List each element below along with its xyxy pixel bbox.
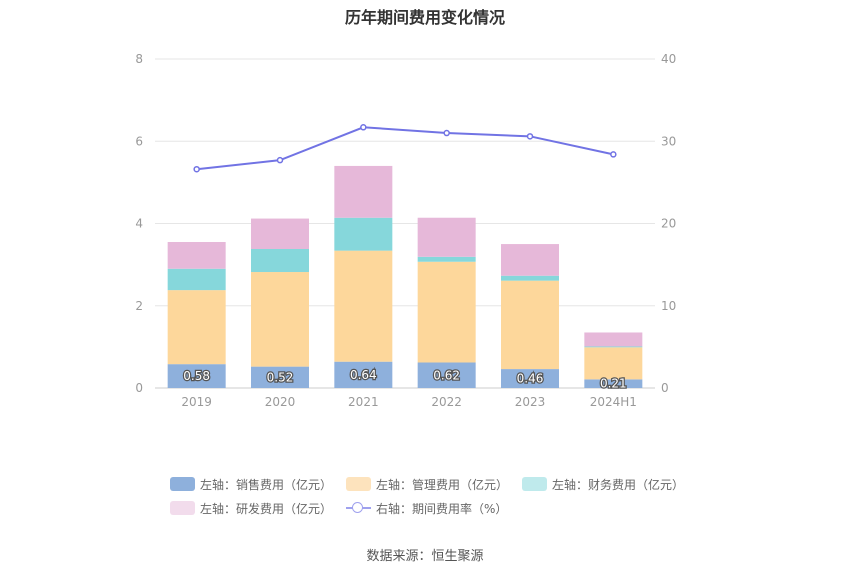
bar-mgmt <box>584 347 643 380</box>
legend-row-2: 左轴：研发费用（亿元） 右轴：期间费用率（%） <box>170 496 730 520</box>
data-label-sales: 0.64 <box>350 368 377 382</box>
bar-mgmt <box>167 290 226 365</box>
bar-rnd <box>167 242 226 269</box>
data-label-sales: 0.46 <box>517 372 544 386</box>
legend-item-mgmt[interactable]: 左轴：管理费用（亿元） <box>346 476 508 493</box>
legend-item-sales[interactable]: 左轴：销售费用（亿元） <box>170 476 332 493</box>
bar-rnd <box>251 218 309 249</box>
point-expense-rate <box>193 165 200 173</box>
bar-rnd <box>501 244 559 276</box>
legend-label-rnd: 左轴：研发费用（亿元） <box>200 501 333 516</box>
legend-swatch-rnd <box>170 501 195 515</box>
chart-title: 历年期间费用变化情况 <box>344 8 505 27</box>
x-tick-label: 2019 <box>181 395 212 409</box>
y-left-tick-label: 8 <box>135 52 143 66</box>
legend-swatch-sales <box>170 477 195 491</box>
bar-finance <box>334 217 393 251</box>
data-label-sales: 0.58 <box>183 369 210 383</box>
data-label-sales: 0.21 <box>600 377 627 391</box>
bar-rnd <box>417 217 476 257</box>
legend-item-rnd[interactable]: 左轴：研发费用（亿元） <box>170 500 332 517</box>
point-expense-rate <box>610 151 617 158</box>
data-source: 数据来源：恒生聚源 <box>366 549 484 564</box>
x-tick-label: 2020 <box>265 395 296 409</box>
legend-item-finance[interactable]: 左轴：财务费用（亿元） <box>522 476 684 493</box>
y-right-tick-label: 20 <box>661 217 676 231</box>
x-tick-label: 2023 <box>515 395 546 409</box>
bar-sales <box>251 366 309 388</box>
y-right-tick-label: 0 <box>661 381 669 395</box>
point-expense-rate <box>360 124 367 131</box>
bar-mgmt <box>251 272 309 367</box>
bar-mgmt <box>501 280 559 370</box>
bar-mgmt <box>334 250 393 362</box>
y-left-tick-label: 6 <box>135 134 143 148</box>
point-expense-rate <box>443 129 450 137</box>
bar-sales <box>167 364 226 388</box>
chart-plot: 0 2 4 6 8 0 10 20 30 40 2019 0.58 2020 0.52 2021 0.64 20… <box>135 52 676 409</box>
point-expense-rate <box>276 156 284 164</box>
legend-label-mgmt: 左轴：管理费用（亿元） <box>376 477 509 492</box>
data-label-sales: 0.52 <box>267 370 294 384</box>
x-tick-label: 2024H1 <box>590 395 637 409</box>
legend-label-sales: 左轴：销售费用（亿元） <box>200 477 333 492</box>
bar-sales <box>417 362 476 388</box>
bar-sales <box>584 379 643 388</box>
point-expense-rate <box>526 133 534 140</box>
legend-swatch-finance <box>522 477 548 491</box>
legend-swatch-mgmt <box>346 477 372 491</box>
legend-label-rate: 右轴：期间费用率（%） <box>376 501 508 516</box>
bar-mgmt <box>417 261 476 363</box>
data-label-sales: 0.62 <box>433 368 460 382</box>
y-left-tick-label: 4 <box>135 217 143 231</box>
bar-sales <box>501 369 559 388</box>
bar-rnd <box>334 165 393 218</box>
y-right-tick-label: 30 <box>661 134 676 148</box>
y-right-tick-label: 40 <box>661 52 676 66</box>
legend-row-1: 左轴：销售费用（亿元） 左轴：管理费用（亿元） 左轴：财务费用（亿元） <box>170 472 730 496</box>
y-right-tick-label: 10 <box>661 299 676 313</box>
line-expense-rate <box>196 126 614 171</box>
y-left-tick-label: 0 <box>135 381 143 395</box>
x-tick-label: 2021 <box>348 395 379 409</box>
chart-legend: 左轴：销售费用（亿元） 左轴：管理费用（亿元） 左轴：财务费用（亿元） 左轴：研… <box>170 472 730 520</box>
bar-finance <box>501 275 559 281</box>
legend-item-rate[interactable]: 右轴：期间费用率（%） <box>346 500 507 517</box>
bar-finance <box>167 268 226 291</box>
bar-sales <box>334 361 393 388</box>
bar-finance <box>251 248 309 273</box>
bar-finance <box>584 346 643 348</box>
y-left-tick-label: 2 <box>135 299 143 313</box>
x-tick-label: 2022 <box>431 395 462 409</box>
bar-rnd <box>584 332 643 347</box>
legend-label-finance: 左轴：财务费用（亿元） <box>552 477 685 492</box>
bar-finance <box>417 256 476 262</box>
legend-swatch-rate <box>346 501 372 515</box>
